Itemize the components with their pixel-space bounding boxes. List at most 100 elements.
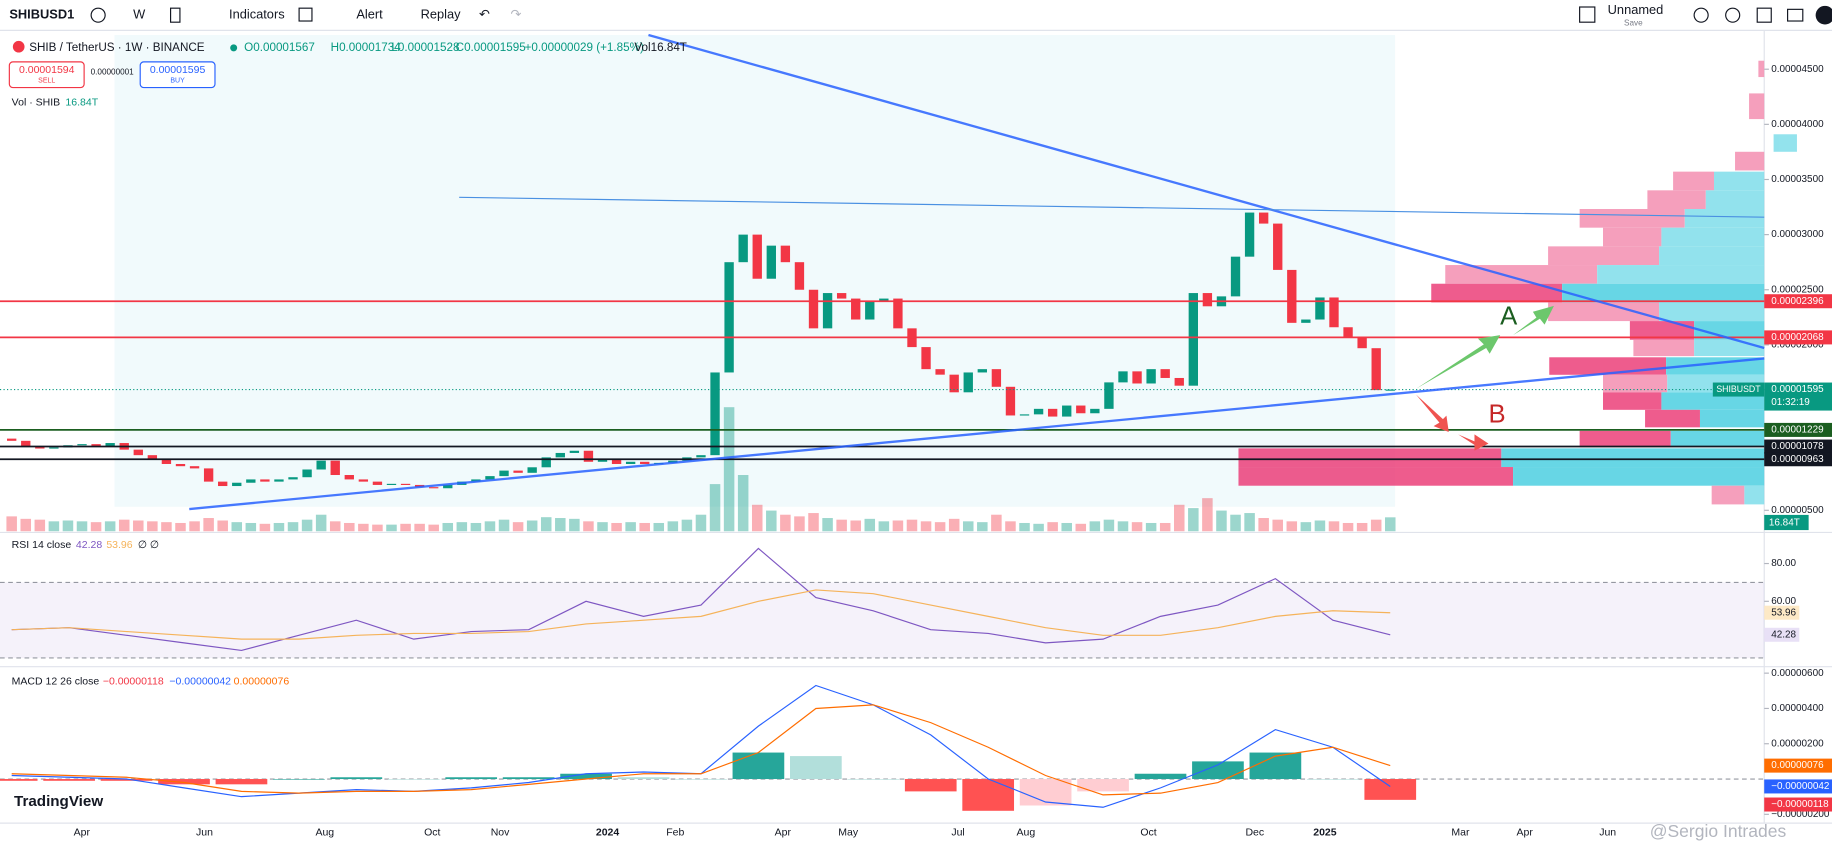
volume-bar — [766, 510, 777, 532]
candle — [316, 460, 326, 470]
candle — [302, 469, 312, 478]
profile-row — [1694, 321, 1765, 340]
replay-button[interactable]: Replay — [421, 7, 462, 22]
compare-button[interactable] — [90, 7, 106, 23]
buy-button[interactable] — [139, 61, 216, 89]
indicators-button[interactable]: Indicators — [229, 7, 285, 22]
candle — [189, 466, 200, 469]
volume-bar — [498, 519, 510, 532]
layout-name[interactable]: Unnamed — [1608, 2, 1664, 17]
candle — [49, 447, 59, 449]
volume-bar — [962, 521, 974, 532]
candle — [780, 245, 791, 263]
volume-bar — [344, 522, 355, 532]
macd-histogram-bar — [1249, 752, 1302, 780]
save-label[interactable]: Save — [1624, 19, 1643, 28]
volume-bar — [1258, 518, 1269, 532]
search-button[interactable] — [1693, 7, 1709, 23]
macd-histogram-bar — [1306, 779, 1359, 780]
volume-bar — [1328, 521, 1340, 532]
buy-price[interactable]: 0.00001595 — [150, 64, 206, 76]
logo[interactable]: TradingView — [14, 793, 103, 810]
profile-row — [1501, 448, 1765, 468]
volume-bar — [1005, 521, 1016, 532]
volume-bar — [1286, 521, 1298, 532]
undo-button[interactable]: ↶ — [479, 7, 490, 22]
snapshot-button[interactable] — [1787, 8, 1804, 22]
candle — [513, 470, 523, 473]
countdown: 01:32:19 — [1771, 397, 1810, 408]
time-label: Feb — [666, 826, 684, 838]
volume-bar — [203, 518, 214, 532]
candle — [1343, 327, 1353, 338]
profile-row — [1431, 283, 1563, 303]
candle — [555, 452, 565, 458]
volume-bar — [653, 522, 665, 532]
candle — [752, 234, 762, 279]
candle — [1062, 405, 1072, 417]
volume-bar — [1314, 520, 1326, 532]
sell-button[interactable] — [8, 61, 85, 89]
price-line-label-bg — [1764, 422, 1832, 437]
time-label: Oct — [424, 826, 440, 838]
alert-button[interactable]: Alert — [356, 7, 383, 22]
macd-histogram-bar — [675, 779, 727, 780]
candle — [527, 467, 537, 473]
candle — [569, 450, 580, 453]
rsi-line — [11, 589, 1391, 640]
rsi-axis-value: 53.96 — [1771, 607, 1796, 618]
macd-value-bg — [1764, 779, 1832, 794]
layout-button[interactable] — [1579, 6, 1596, 23]
price-tick-label: 0.00003000 — [1771, 229, 1824, 240]
symbol-search[interactable]: SHIBUSD1 — [9, 7, 74, 22]
volume-bar — [709, 484, 721, 532]
volume-bar — [1061, 522, 1072, 532]
volume-bar — [906, 519, 918, 532]
templates-button[interactable] — [298, 7, 313, 22]
volume-bar — [1173, 504, 1185, 532]
profile-row — [1673, 171, 1714, 191]
volume-bar — [259, 523, 271, 532]
rsi-band — [0, 582, 1765, 658]
volume-bar — [934, 522, 946, 532]
candle — [696, 455, 706, 458]
macd-title: MACD 12 26 close — [12, 676, 100, 688]
redo-button[interactable]: ↷ — [511, 7, 522, 22]
sell-price[interactable]: 0.00001594 — [19, 64, 75, 76]
candle — [260, 479, 270, 482]
buy-label[interactable]: BUY — [170, 77, 185, 84]
macd-signal-value: 0.00000076 — [234, 676, 290, 688]
candle — [485, 476, 495, 480]
candle — [1371, 348, 1381, 391]
fullscreen-button[interactable] — [1756, 7, 1772, 23]
interval-button[interactable]: W — [133, 7, 146, 22]
candle — [77, 444, 87, 446]
settings-button[interactable] — [1725, 7, 1741, 23]
candle — [1357, 337, 1367, 349]
chart-type-button[interactable] — [169, 7, 181, 23]
profile-row — [1603, 374, 1668, 393]
volume-bar — [1385, 517, 1396, 532]
candle — [400, 483, 411, 486]
volume-bar — [639, 522, 650, 532]
price-tick-label: 0.00004500 — [1771, 64, 1824, 75]
profile-row — [1661, 392, 1765, 410]
candle — [1104, 382, 1114, 409]
volume-bar — [1202, 498, 1213, 532]
volume-bar — [231, 522, 243, 532]
volume-bar — [118, 519, 130, 532]
volume-bar — [1188, 508, 1199, 532]
sell-label[interactable]: SELL — [38, 77, 55, 84]
volume-bar — [794, 516, 805, 532]
candle — [429, 487, 439, 489]
candle — [1329, 297, 1339, 328]
volume-bar — [920, 521, 932, 532]
time-label: Mar — [1451, 826, 1470, 838]
profile-button[interactable] — [1815, 5, 1832, 25]
time-label: Oct — [1140, 826, 1156, 838]
candle — [1202, 293, 1213, 307]
candle — [766, 245, 776, 279]
macd-histogram-bar — [732, 752, 785, 780]
macd-axis-value: −0.00000042 — [1771, 781, 1830, 792]
volume-bar — [442, 522, 454, 532]
